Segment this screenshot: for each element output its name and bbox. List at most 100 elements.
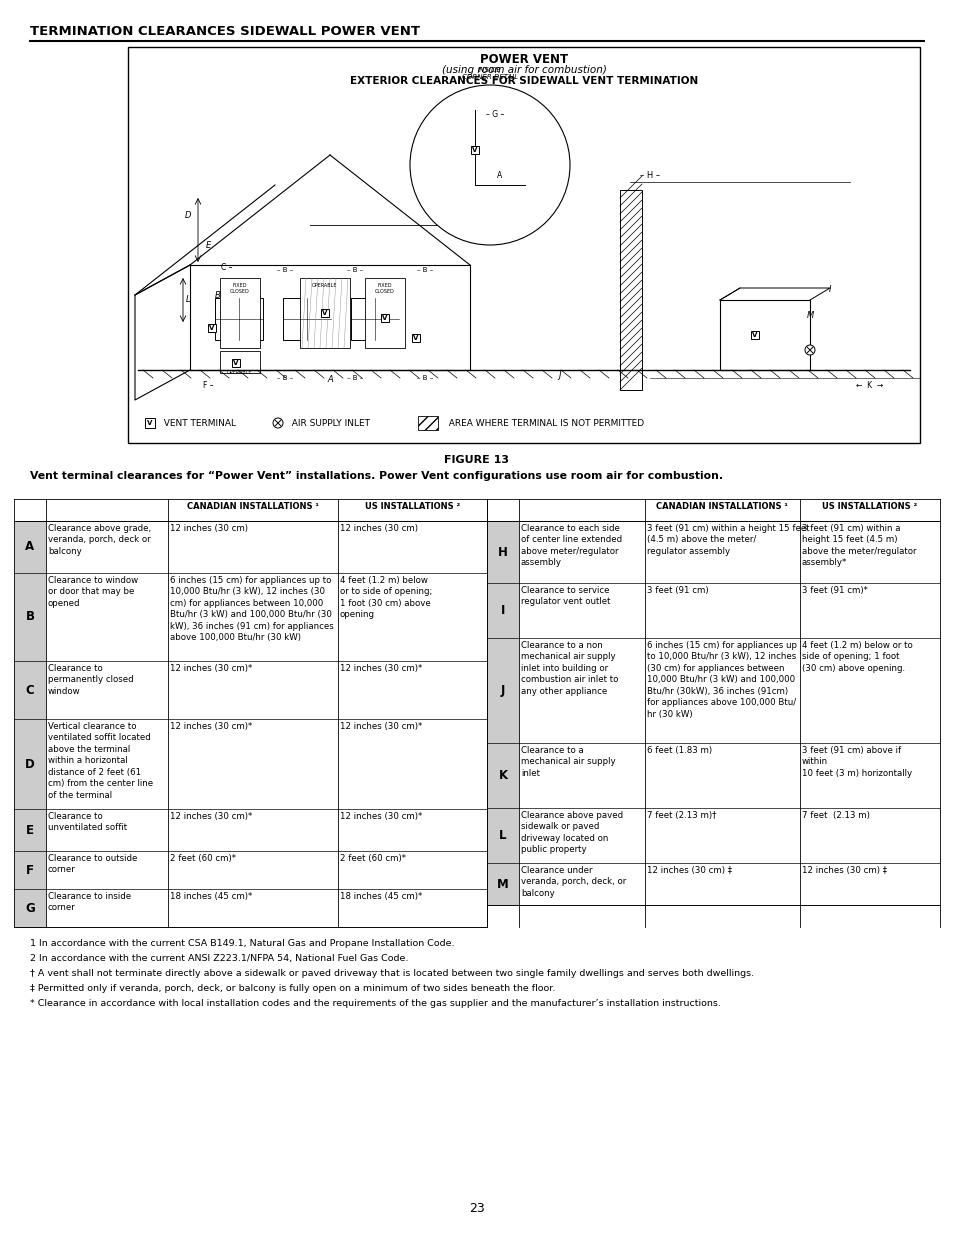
Text: Clearance to
unventilated soffit: Clearance to unventilated soffit	[48, 811, 127, 832]
Text: Clearance to each side
of center line extended
above meter/regulator
assembly: Clearance to each side of center line ex…	[520, 524, 621, 567]
Circle shape	[273, 417, 283, 429]
Bar	[283, 298, 331, 340]
Text: ←  K  →: ← K →	[856, 380, 882, 389]
Text: – B –: – B –	[416, 375, 433, 382]
Text: 12 inches (30 cm): 12 inches (30 cm)	[339, 524, 417, 534]
Bar	[14, 851, 46, 889]
Text: † A vent shall not terminate directly above a sidewalk or paved driveway that is: † A vent shall not terminate directly ab…	[30, 969, 753, 978]
Circle shape	[804, 345, 814, 354]
Text: 12 inches (30 cm): 12 inches (30 cm)	[170, 524, 248, 534]
Bar	[380, 314, 389, 322]
Bar	[486, 583, 518, 638]
Bar	[14, 573, 46, 661]
Text: – B –: – B –	[276, 267, 293, 273]
Bar	[14, 661, 46, 719]
Bar	[14, 521, 46, 573]
Text: 3 feet (91 cm): 3 feet (91 cm)	[646, 585, 708, 595]
Text: Clearance above paved
sidewalk or paved
driveway located on
public property: Clearance above paved sidewalk or paved …	[520, 811, 622, 855]
Bar	[486, 521, 518, 583]
Text: 12 inches (30 cm)*: 12 inches (30 cm)*	[170, 722, 252, 731]
Text: 18 inches (45 cm)*: 18 inches (45 cm)*	[170, 892, 252, 902]
Bar	[412, 333, 419, 342]
Text: 23: 23	[469, 1202, 484, 1215]
Text: – B –: – B –	[347, 267, 363, 273]
Text: 3 feet (91 cm) within a height 15 feet
(4.5 m) above the meter/
regulator assemb: 3 feet (91 cm) within a height 15 feet (…	[646, 524, 809, 556]
Text: 12 inches (30 cm)*: 12 inches (30 cm)*	[339, 722, 422, 731]
Text: M: M	[805, 310, 813, 320]
Text: A: A	[327, 375, 333, 384]
Text: 12 inches (30 cm)*: 12 inches (30 cm)*	[339, 811, 422, 821]
Text: G: G	[25, 902, 35, 914]
Text: 2 In accordance with the current ANSI Z223.1/NFPA 54, National Fuel Gas Code.: 2 In accordance with the current ANSI Z2…	[30, 953, 408, 963]
Text: AIR SUPPLY INLET: AIR SUPPLY INLET	[286, 419, 370, 427]
Text: POWER VENT: POWER VENT	[479, 53, 567, 65]
Text: C –: C –	[221, 263, 233, 273]
Text: J: J	[558, 370, 560, 379]
Text: INSIDE
CORNER DETAIL: INSIDE CORNER DETAIL	[461, 67, 517, 80]
Text: – G –: – G –	[485, 110, 503, 119]
Bar	[351, 298, 398, 340]
Bar	[486, 808, 518, 863]
Text: 18 inches (45 cm)*: 18 inches (45 cm)*	[339, 892, 422, 902]
Text: US INSTALLATIONS ²: US INSTALLATIONS ²	[821, 501, 917, 511]
Text: 7 feet  (2.13 m): 7 feet (2.13 m)	[801, 811, 869, 820]
Text: VENT TERMINAL: VENT TERMINAL	[158, 419, 235, 427]
Text: H: H	[497, 546, 507, 558]
Text: B: B	[26, 610, 34, 624]
Text: Clearance to window
or door that may be
opened: Clearance to window or door that may be …	[48, 576, 138, 608]
Text: 12 inches (30 cm) ‡: 12 inches (30 cm) ‡	[646, 866, 731, 876]
Bar	[417, 416, 437, 430]
Text: Vent terminal clearances for “Power Vent” installations. Power Vent configuratio: Vent terminal clearances for “Power Vent…	[30, 471, 722, 480]
Bar	[299, 278, 350, 348]
Bar	[750, 331, 759, 338]
Text: 1 In accordance with the current CSA B149.1, Natural Gas and Propane Installatio: 1 In accordance with the current CSA B14…	[30, 939, 454, 948]
Text: 2 feet (60 cm)*: 2 feet (60 cm)*	[339, 853, 406, 863]
Text: FIXED
CLOSED: FIXED CLOSED	[230, 283, 250, 294]
Bar	[220, 351, 260, 373]
Text: 6 inches (15 cm) for appliances up to
10,000 Btu/hr (3 kW), 12 inches (30
cm) fo: 6 inches (15 cm) for appliances up to 10…	[170, 576, 334, 642]
Text: 12 inches (30 cm)*: 12 inches (30 cm)*	[339, 664, 422, 673]
Text: FIGURE 13: FIGURE 13	[444, 454, 509, 466]
Text: – B –: – B –	[276, 375, 293, 382]
Text: C: C	[26, 683, 34, 697]
Bar	[619, 190, 641, 390]
Text: V: V	[472, 147, 477, 153]
Text: 3 feet (91 cm)*: 3 feet (91 cm)*	[801, 585, 867, 595]
Text: V: V	[322, 310, 327, 316]
Text: OPERABLE: OPERABLE	[312, 283, 337, 288]
Bar	[14, 809, 46, 851]
Text: – B –: – B –	[416, 267, 433, 273]
Text: Clearance under
veranda, porch, deck, or
balcony: Clearance under veranda, porch, deck, or…	[520, 866, 625, 898]
Text: I: I	[500, 604, 505, 618]
Text: F: F	[26, 863, 34, 877]
Text: V: V	[382, 315, 387, 321]
Text: CANADIAN INSTALLATIONS ¹: CANADIAN INSTALLATIONS ¹	[187, 501, 318, 511]
Text: – B –: – B –	[347, 375, 363, 382]
Text: * Clearance in accordance with local installation codes and the requirements of : * Clearance in accordance with local ins…	[30, 999, 720, 1008]
Bar	[145, 417, 154, 429]
Bar	[486, 863, 518, 905]
Text: OPERABLE: OPERABLE	[227, 370, 253, 375]
Bar	[14, 719, 46, 809]
Text: V: V	[147, 420, 152, 426]
Text: D: D	[185, 210, 191, 220]
Text: D: D	[25, 757, 35, 771]
Text: (using room air for combustion): (using room air for combustion)	[441, 65, 606, 75]
Bar	[471, 146, 478, 154]
Text: V: V	[209, 325, 214, 331]
Text: 6 inches (15 cm) for appliances up
to 10,000 Btu/hr (3 kW), 12 inches
(30 cm) fo: 6 inches (15 cm) for appliances up to 10…	[646, 641, 796, 719]
Bar	[232, 359, 240, 367]
Text: – H –: – H –	[639, 170, 659, 179]
Text: Clearance above grade,
veranda, porch, deck or
balcony: Clearance above grade, veranda, porch, d…	[48, 524, 151, 556]
Text: Vertical clearance to
ventilated soffit located
above the terminal
within a hori: Vertical clearance to ventilated soffit …	[48, 722, 153, 800]
Text: I: I	[828, 285, 830, 294]
Text: L: L	[498, 829, 506, 842]
Text: 3 feet (91 cm) within a
height 15 feet (4.5 m)
above the meter/regulator
assembl: 3 feet (91 cm) within a height 15 feet (…	[801, 524, 916, 567]
Text: A: A	[497, 170, 502, 179]
Text: Clearance to a non
mechanical air supply
inlet into building or
combustion air i: Clearance to a non mechanical air supply…	[520, 641, 618, 695]
Text: M: M	[497, 878, 508, 890]
Bar	[720, 300, 809, 370]
Bar	[14, 889, 46, 927]
Circle shape	[410, 85, 569, 245]
Text: 4 feet (1.2 m) below
or to side of opening;
1 foot (30 cm) above
opening: 4 feet (1.2 m) below or to side of openi…	[339, 576, 432, 619]
